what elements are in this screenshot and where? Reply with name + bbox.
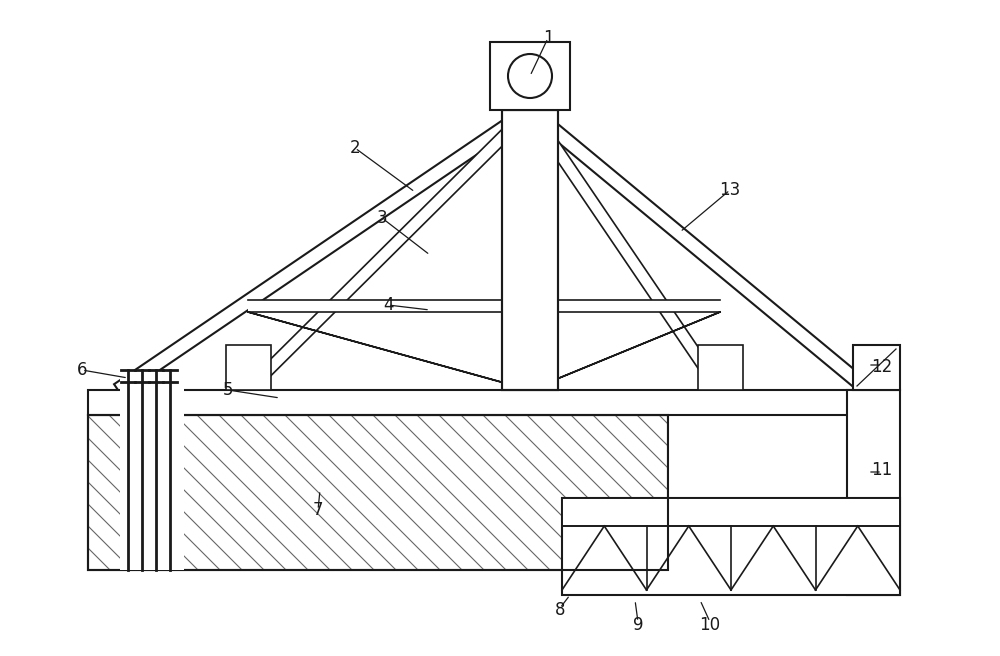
- Bar: [88, 390, 870, 415]
- Bar: [847, 390, 900, 595]
- Bar: [562, 498, 900, 526]
- Bar: [248, 300, 720, 312]
- Bar: [562, 498, 900, 595]
- Text: 10: 10: [699, 616, 721, 634]
- Bar: [88, 415, 668, 570]
- Bar: [120, 370, 184, 570]
- Text: 6: 6: [77, 361, 87, 379]
- Bar: [502, 110, 558, 390]
- Bar: [502, 110, 558, 390]
- Polygon shape: [244, 106, 534, 394]
- Text: 5: 5: [223, 381, 233, 399]
- Bar: [668, 415, 847, 570]
- Text: 11: 11: [871, 461, 893, 479]
- Bar: [88, 415, 668, 570]
- Text: 8: 8: [555, 601, 565, 619]
- Bar: [490, 42, 570, 110]
- Text: 2: 2: [350, 139, 360, 157]
- Polygon shape: [525, 107, 725, 394]
- Bar: [853, 345, 900, 390]
- Polygon shape: [526, 104, 872, 396]
- Polygon shape: [114, 104, 534, 396]
- Text: 1: 1: [543, 29, 553, 47]
- Text: 4: 4: [383, 296, 393, 314]
- Bar: [226, 345, 271, 390]
- Text: 12: 12: [871, 358, 893, 376]
- Text: 3: 3: [377, 209, 387, 227]
- Text: 7: 7: [313, 501, 323, 519]
- Text: 9: 9: [633, 616, 643, 634]
- Bar: [562, 498, 900, 526]
- Bar: [698, 345, 743, 390]
- Text: 13: 13: [719, 181, 741, 199]
